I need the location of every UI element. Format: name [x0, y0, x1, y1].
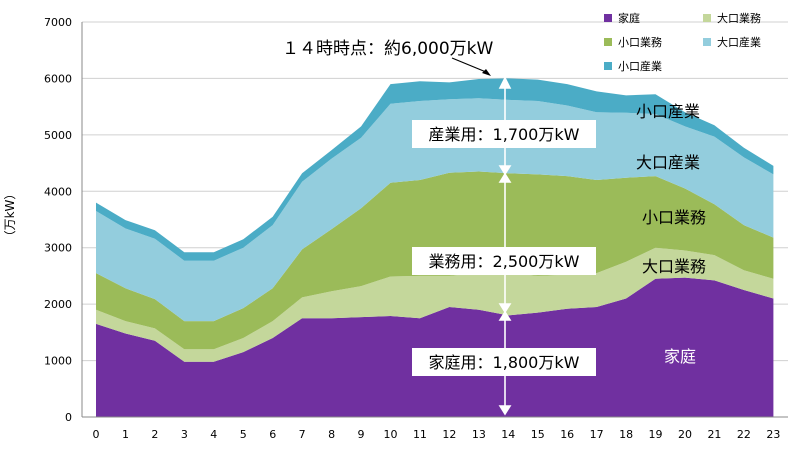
legend-swatch: [703, 14, 711, 22]
x-tick-label: 16: [560, 428, 574, 441]
y-tick-label: 2000: [44, 298, 72, 311]
legend-label: 大口業務: [717, 11, 761, 25]
label-small-business: 小口業務: [642, 208, 706, 227]
legend-swatch: [703, 38, 711, 46]
area-家庭: [96, 277, 774, 417]
y-tick-label: 7000: [44, 16, 72, 29]
y-axis-label: （万kW）: [3, 188, 17, 243]
legend-swatch: [604, 14, 612, 22]
x-tick-label: 18: [619, 428, 633, 441]
x-tick-label: 11: [413, 428, 427, 441]
x-tick-label: 13: [472, 428, 486, 441]
area-大口産業: [96, 98, 774, 322]
label-small-industry: 小口産業: [636, 102, 700, 121]
x-tick-label: 4: [210, 428, 217, 441]
peak-pointer-head: [482, 69, 491, 76]
y-tick-label: 1000: [44, 355, 72, 368]
x-tick-label: 1: [122, 428, 129, 441]
annotation-business: 業務用：2,500万kW: [412, 247, 596, 275]
annotation-industrial-text: 産業用：1,700万kW: [429, 125, 580, 144]
x-tick-label: 23: [766, 428, 780, 441]
x-tick-label: 14: [501, 428, 515, 441]
y-tick-label: 4000: [44, 185, 72, 198]
y-tick-label: 6000: [44, 72, 72, 85]
x-tick-label: 21: [707, 428, 721, 441]
x-tick-label: 2: [151, 428, 158, 441]
y-tick-labels: 0 1000 2000 3000 4000 5000 6000 7000: [44, 16, 72, 424]
annotation-business-text: 業務用：2,500万kW: [429, 252, 580, 271]
legend-label: 小口産業: [618, 60, 662, 73]
area-大口業務: [96, 247, 774, 362]
annotation-household-text: 家庭用：1,800万kW: [429, 353, 580, 372]
peak-pointer: [451, 57, 487, 73]
label-large-business: 大口業務: [642, 257, 706, 276]
legend-swatch: [604, 38, 612, 46]
legend-label: 家庭: [618, 11, 640, 25]
legend-label: 大口産業: [717, 35, 761, 49]
x-tick-label: 9: [358, 428, 365, 441]
x-tick-label: 6: [269, 428, 276, 441]
label-large-industry: 大口産業: [636, 153, 700, 172]
x-tick-label: 8: [328, 428, 335, 441]
x-tick-label: 0: [93, 428, 100, 441]
axes: [81, 22, 788, 418]
y-tick-label: 0: [65, 411, 72, 424]
label-household: 家庭: [664, 347, 696, 366]
annotation-industrial: 産業用：1,700万kW: [412, 120, 596, 148]
x-tick-label: 20: [678, 428, 692, 441]
y-tick-label: 5000: [44, 129, 72, 142]
legend-swatch: [604, 62, 612, 70]
y-tick-label: 3000: [44, 242, 72, 255]
x-tick-label: 19: [649, 428, 663, 441]
area-小口産業: [96, 78, 774, 261]
x-tick-label: 3: [181, 428, 188, 441]
legend-label: 小口業務: [618, 35, 662, 49]
annotation-household: 家庭用：1,800万kW: [412, 348, 596, 376]
x-tick-label: 10: [384, 428, 398, 441]
x-tick-label: 15: [531, 428, 545, 441]
x-tick-label: 12: [442, 428, 456, 441]
peak-annotation: １４時時点：約6,000万kW: [282, 39, 494, 59]
x-tick-label: 5: [240, 428, 247, 441]
x-tick-label: 22: [737, 428, 751, 441]
x-tick-label: 17: [590, 428, 604, 441]
x-tick-labels: 0 1 2 3 4 5 6 7 8 9 10 11 12 13 14 15 16 17 18 19 20 21 22 23: [93, 428, 781, 441]
x-tick-label: 7: [299, 428, 306, 441]
